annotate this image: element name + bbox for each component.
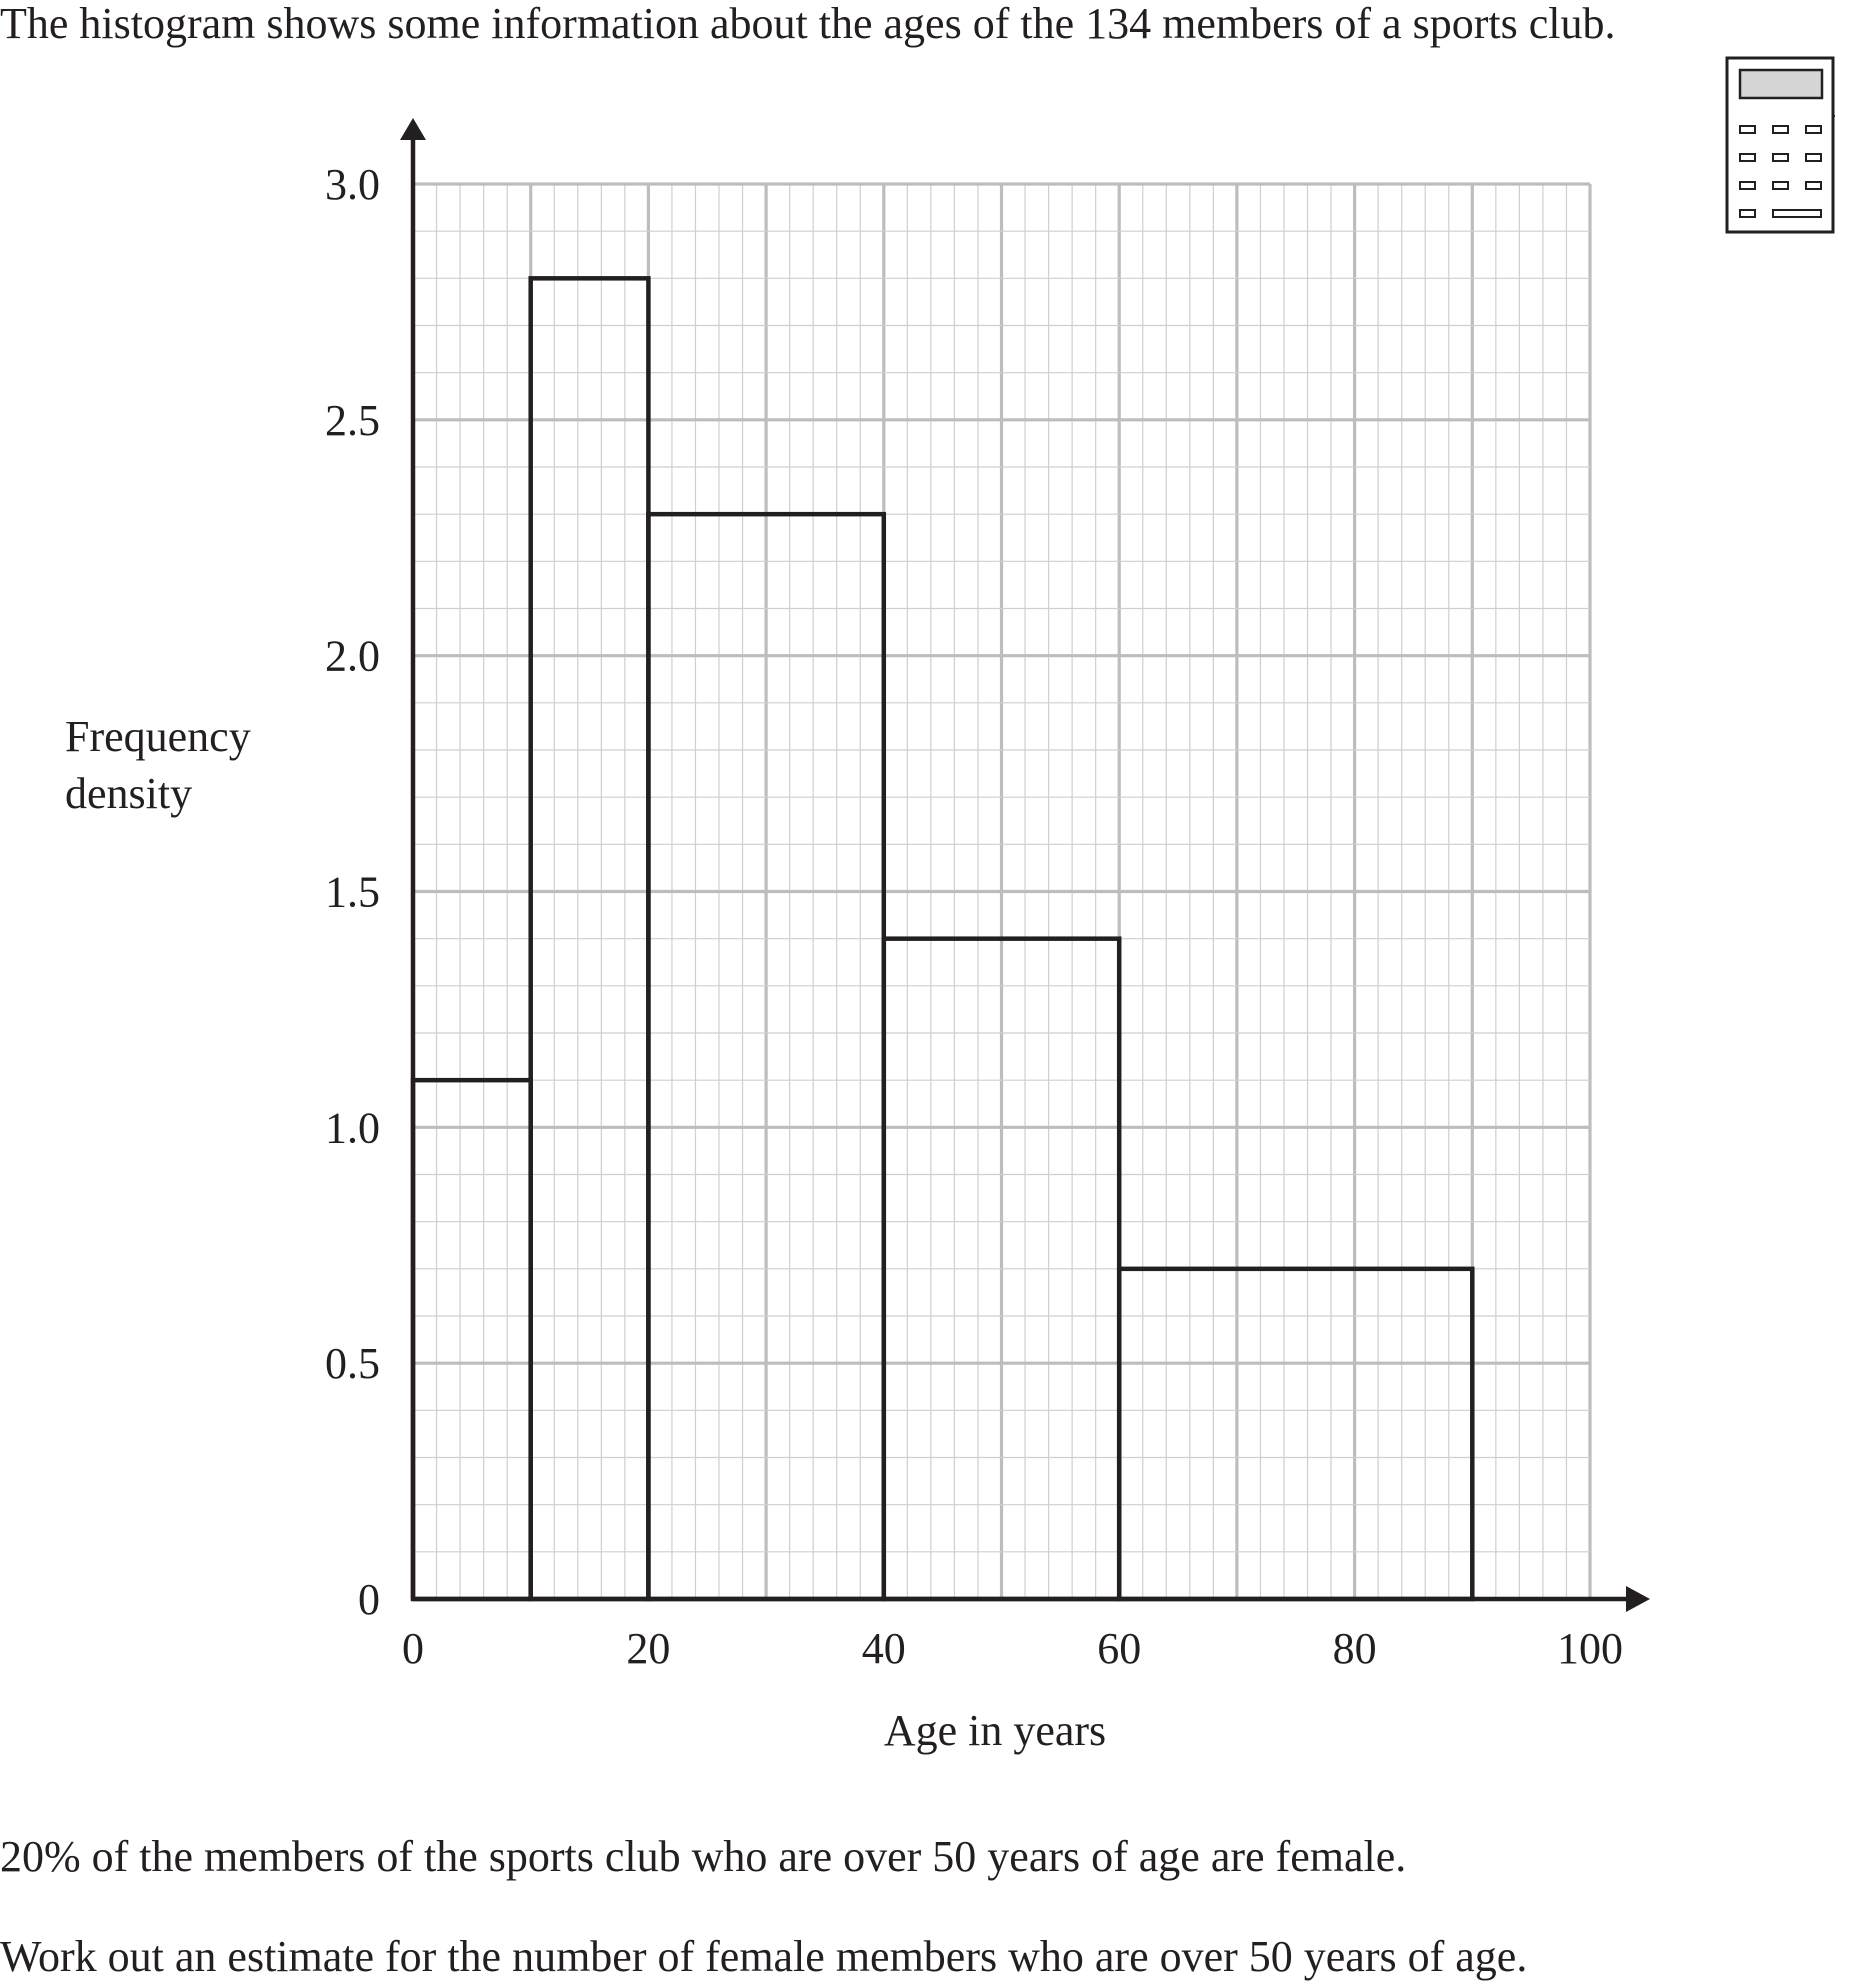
- x-tick-label: 60: [1097, 1624, 1141, 1673]
- x-tick-label: 80: [1333, 1624, 1377, 1673]
- chart-axes: [400, 118, 1650, 1612]
- y-tick-label: 3.0: [325, 160, 380, 209]
- x-axis-label: Age in years: [884, 1706, 1106, 1755]
- tick-labels: 0 20 40 60 80 100 0 0.5 1.0 1.5 2.0 2.5 3.0: [325, 160, 1623, 1673]
- y-tick-label: 2.5: [325, 396, 380, 445]
- y-tick-label: 1.5: [325, 868, 380, 917]
- y-tick-label: 0: [358, 1575, 380, 1624]
- x-tick-label: 0: [402, 1624, 424, 1673]
- question-intro: The histogram shows some information abo…: [0, 0, 1616, 48]
- question-instruction: Work out an estimate for the number of f…: [0, 1932, 1528, 1981]
- question-statement: 20% of the members of the sports club wh…: [0, 1832, 1407, 1881]
- y-axis-label-line1: Frequency: [65, 712, 251, 761]
- x-tick-label: 40: [862, 1624, 906, 1673]
- histogram-bar: [1116, 1266, 1475, 1602]
- graph-paper-grid: [411, 182, 1592, 1601]
- x-axis-arrowhead: [1626, 1586, 1650, 1612]
- y-tick-label: 1.0: [325, 1103, 380, 1152]
- y-tick-label: 0.5: [325, 1339, 380, 1388]
- histogram-chart: 0 20 40 60 80 100 0 0.5 1.0 1.5 2.0 2.5 3.0 Frequenc…: [65, 118, 1650, 1755]
- y-axis-label-line2: density: [65, 769, 192, 818]
- y-axis-arrowhead: [400, 118, 426, 140]
- y-tick-label: 2.0: [325, 632, 380, 681]
- calculator-icon: [1725, 56, 1835, 234]
- x-tick-label: 20: [626, 1624, 670, 1673]
- x-tick-label: 100: [1557, 1624, 1623, 1673]
- histogram-bar: [410, 1077, 533, 1602]
